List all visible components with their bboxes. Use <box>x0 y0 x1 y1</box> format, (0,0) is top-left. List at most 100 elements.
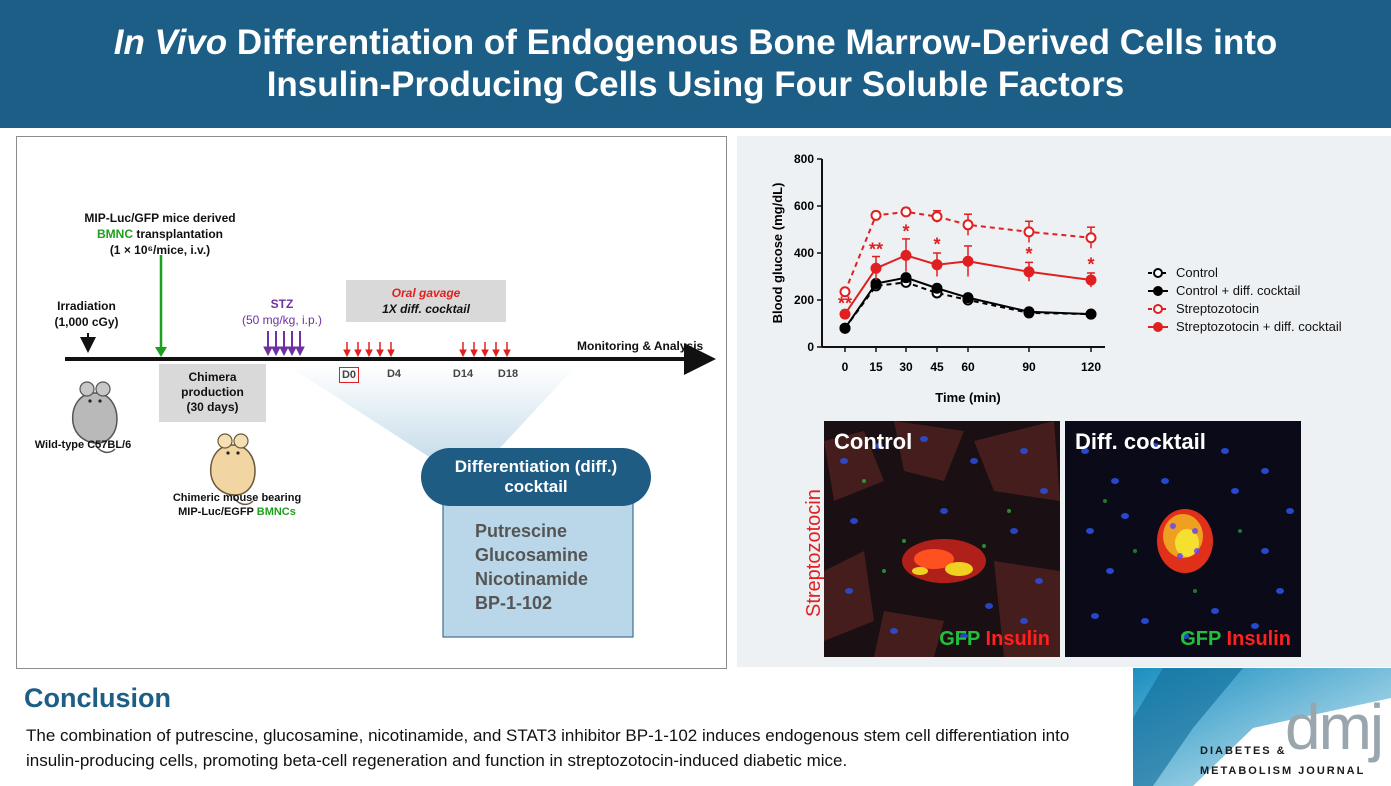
series-streptozotocin <box>839 206 1097 298</box>
chimera-line2: production <box>181 385 244 399</box>
chimeric-line2: MIP-Luc/EGFP BMNCs <box>142 505 332 519</box>
data-point <box>931 259 943 271</box>
data-point <box>1023 266 1035 278</box>
chimera-box: Chimera production (30 days) <box>159 364 266 422</box>
gfp-label: GFP <box>1180 628 1221 650</box>
gavage-box: Oral gavage 1X diff. cocktail <box>346 280 506 322</box>
gavage-arrows <box>343 342 511 358</box>
journal-logo <box>1133 668 1391 786</box>
irradiation-dose: (1,000 cGy) <box>54 315 119 329</box>
transplant-line1: MIP-Luc/GFP mice derived <box>84 211 236 225</box>
chimera-line3: (30 days) <box>186 400 239 414</box>
irradiation-title: Irradiation <box>57 299 116 313</box>
data-point <box>1085 274 1097 286</box>
data-point <box>900 272 912 284</box>
gavage-dose: 1X diff. cocktail <box>382 302 470 316</box>
chimera-text: Chimera production (30 days) <box>159 370 266 415</box>
chimeric-line1: Chimeric mouse bearing <box>172 492 302 504</box>
schematic-graphics <box>65 255 716 638</box>
wild-type-mouse-icon <box>71 381 118 454</box>
significance-mark: * <box>1087 255 1094 275</box>
data-point <box>839 308 851 320</box>
data-point <box>962 292 974 304</box>
chart-annotations: ****** ** <box>838 222 1095 314</box>
transplant-dose: (1 × 10⁶/mice, i.v.) <box>109 243 211 257</box>
series-control-diff-cocktail <box>839 272 1097 334</box>
legend-label: Control <box>1176 265 1218 280</box>
series-streptozotocin-diff-cocktail <box>839 238 1097 320</box>
y-tick-label: 600 <box>794 199 814 213</box>
legend-marker <box>1153 304 1163 314</box>
data-point <box>962 255 974 267</box>
conclusion-text: The combination of putrescine, glucosami… <box>26 726 1070 770</box>
title-banner <box>0 0 1391 128</box>
factor-item: Glucosamine <box>475 545 589 565</box>
data-point <box>900 206 912 218</box>
data-point <box>870 209 882 221</box>
significance-mark: * <box>902 222 909 242</box>
factor-item: Nicotinamide <box>475 569 589 589</box>
conclusion-title: Conclusion <box>24 683 171 713</box>
data-point <box>1023 226 1035 238</box>
day-label: D14 <box>452 368 474 380</box>
legend-marker <box>1153 322 1163 332</box>
chimeric-bmnc: BMNCs <box>256 506 296 518</box>
stz-arrows <box>263 331 305 357</box>
y-axis-label: Blood glucose (mg/dL) <box>770 183 785 324</box>
chart-series <box>839 206 1097 334</box>
stz-dose: (50 mg/kg, i.p.) <box>241 313 323 327</box>
gfp-label: GFP <box>939 628 980 650</box>
stz-label: STZ (50 mg/kg, i.p.) <box>232 296 332 328</box>
x-tick-label: 15 <box>869 360 883 374</box>
logo-line2: METABOLISM JOURNAL <box>1200 765 1366 777</box>
x-tick-label: 120 <box>1081 360 1101 374</box>
diff-pill-bg <box>421 448 651 506</box>
data-point <box>1085 308 1097 320</box>
significance-mark: ** <box>838 293 852 313</box>
legend-entry: Control <box>1148 265 1218 280</box>
data-point <box>900 249 912 261</box>
legend-label: Streptozotocin <box>1176 301 1259 316</box>
transplant-line2: BMNC transplantation <box>55 226 265 242</box>
data-point <box>1023 306 1035 318</box>
day-label: D4 <box>386 368 402 380</box>
legend-entry: Streptozotocin <box>1148 301 1259 316</box>
expansion-cone <box>287 365 577 462</box>
control-micrograph <box>824 421 1060 657</box>
legend-label: Control + diff. cocktail <box>1176 283 1301 298</box>
y-tick-label: 800 <box>794 152 814 166</box>
transplant-word: transplantation <box>132 227 223 241</box>
legend-entry: Streptozotocin + diff. cocktail <box>1148 319 1342 334</box>
histology-panel-label: Control <box>834 429 913 454</box>
wild-type-label: Wild-type C57BL/6 <box>34 439 132 451</box>
histology-row-label: Streptozotocin <box>803 489 825 617</box>
x-tick-label: 0 <box>842 360 849 374</box>
monitoring-label: Monitoring & Analysis <box>577 339 704 353</box>
day-label: D18 <box>497 368 519 380</box>
diff-cocktail-title: Differentiation (diff.) cocktail <box>421 457 651 497</box>
title-line1: Differentiation of Endogenous Bone Marro… <box>227 23 1278 62</box>
insulin-label: Insulin <box>985 628 1050 650</box>
transplant-bmnc: BMNC <box>96 227 133 241</box>
title-italic: In Vivo <box>113 23 228 62</box>
y-tick-label: 0 <box>807 340 814 354</box>
y-tick-label: 200 <box>794 293 814 307</box>
insulin-label: Insulin <box>1226 628 1291 650</box>
significance-mark: * <box>933 235 940 255</box>
factor-list: Putrescine Glucosamine Nicotinamide BP-1… <box>475 519 588 615</box>
legend-entry: Control + diff. cocktail <box>1148 283 1301 298</box>
stain-legend: GFP Insulin <box>939 628 1050 651</box>
logo-line1: DIABETES & <box>1200 745 1287 757</box>
data-point <box>962 219 974 231</box>
chimera-line1: Chimera <box>188 370 237 384</box>
page-title: In Vivo Differentiation of Endogenous Bo… <box>0 22 1391 106</box>
schematic-panel: MIP-Luc/GFP mice derived BMNC transplant… <box>16 136 727 669</box>
significance-mark: * <box>1025 244 1032 264</box>
y-tick-label: 400 <box>794 246 814 260</box>
data-point <box>931 211 943 223</box>
cocktail-micrograph <box>1065 421 1301 657</box>
data-point <box>931 282 943 294</box>
transplant-label: MIP-Luc/GFP mice derived BMNC transplant… <box>55 210 265 258</box>
data-point <box>1085 232 1097 244</box>
data-point <box>839 286 851 298</box>
